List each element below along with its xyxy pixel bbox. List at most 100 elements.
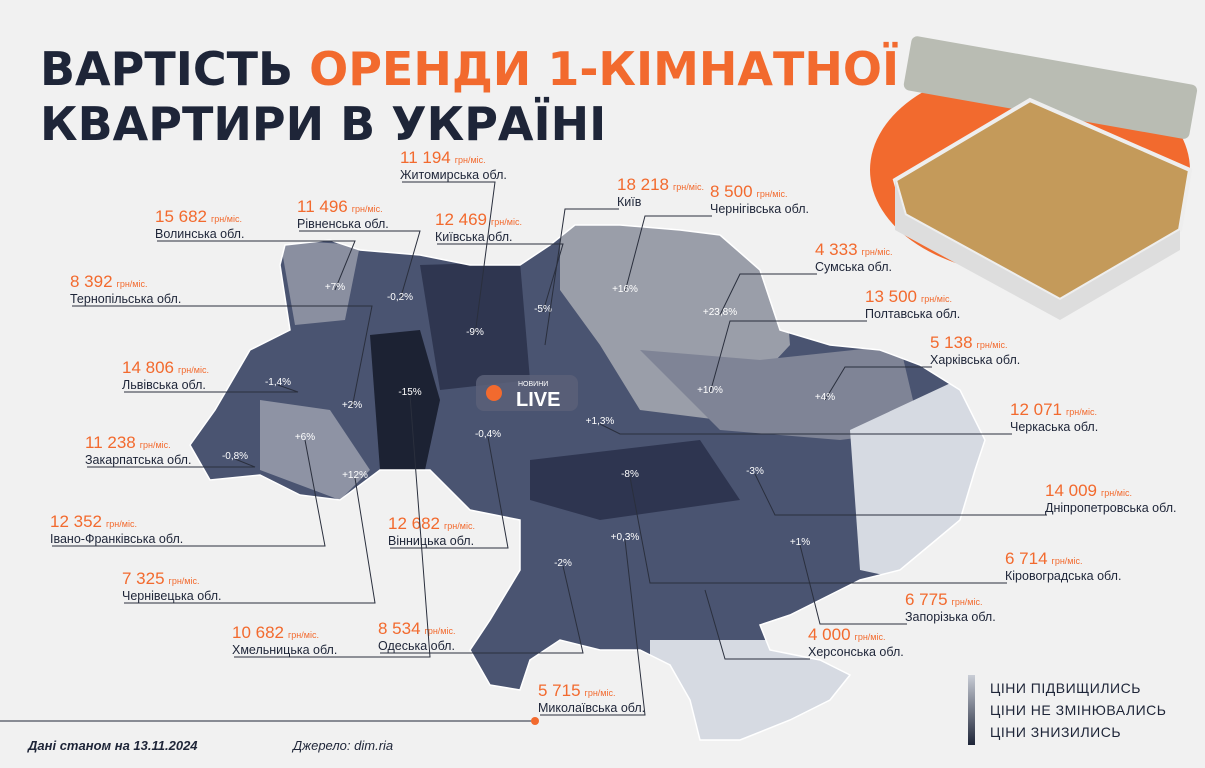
leader-line <box>124 477 376 604</box>
apartment-walls <box>895 180 1180 320</box>
region-name: Сумська обл. <box>815 260 892 274</box>
leader-line <box>629 476 1007 584</box>
region-name: Одеська обл. <box>378 639 455 653</box>
price-label: 12 071 грн/міс. <box>1010 400 1097 419</box>
leader-line <box>72 305 373 409</box>
price-label: 7 325 грн/міс. <box>122 569 200 588</box>
change-label: +7% <box>325 282 345 293</box>
price: 6 775 <box>905 590 948 609</box>
change-label: -0,8% <box>222 451 248 462</box>
unit: грн/міс. <box>977 340 1008 350</box>
price-label: 12 682 грн/міс. <box>388 514 475 533</box>
logo-dot <box>486 385 502 401</box>
region-occupied <box>650 360 985 740</box>
price: 11 194 <box>400 148 451 167</box>
region-up <box>280 240 360 325</box>
change-label: +0,3% <box>611 532 640 543</box>
region-labels: 15 682 грн/міс. Волинська обл. +7% 11 496 грн… <box>50 148 1177 716</box>
change-label: -15% <box>398 387 421 398</box>
region-name: Чернівецька обл. <box>122 589 222 603</box>
logo-box <box>476 375 578 411</box>
region-name: Запорізька обл. <box>905 610 996 624</box>
price: 12 682 <box>388 514 440 533</box>
price: 12 071 <box>1010 400 1062 419</box>
map-outline <box>189 224 986 741</box>
price-label: 5 138 грн/міс. <box>930 333 1008 352</box>
price-label: 12 352 грн/міс. <box>50 512 137 531</box>
region-name: Київська обл. <box>435 230 512 244</box>
legend-gradient <box>968 675 975 745</box>
leader-line <box>124 384 299 393</box>
unit: грн/міс. <box>140 440 171 450</box>
price-label: 4 000 грн/міс. <box>808 625 886 644</box>
unit: грн/міс. <box>352 204 383 214</box>
unit: грн/міс. <box>1066 407 1097 417</box>
leader-line <box>624 215 712 293</box>
leader-line <box>402 181 496 336</box>
region-name: Житомирська обл. <box>400 168 507 182</box>
unit: грн/міс. <box>921 294 952 304</box>
price: 8 392 <box>70 272 113 291</box>
region-up <box>260 400 370 500</box>
leader-line <box>390 436 509 549</box>
price-label: 12 469 грн/міс. <box>435 210 522 229</box>
change-label: -5% <box>534 304 552 315</box>
change-label: -3% <box>746 466 764 477</box>
change-label: +12% <box>342 470 368 481</box>
title-line1: ВАРТІСТЬ ОРЕНДИ 1-КІМНАТНОЇ <box>40 42 899 96</box>
price: 5 138 <box>930 333 973 352</box>
region-down <box>530 440 740 520</box>
change-label: +16% <box>612 284 638 295</box>
change-label: -0,2% <box>387 292 413 303</box>
leader-line <box>52 439 326 547</box>
price-label: 6 775 грн/міс. <box>905 590 983 609</box>
region-name: Хмельницька обл. <box>232 643 337 657</box>
price-label: 8 392 грн/міс. <box>70 272 148 291</box>
price-label: 13 500 грн/міс. <box>865 287 952 306</box>
unit: грн/міс. <box>117 279 148 289</box>
change-label: -8% <box>621 469 639 480</box>
unit: грн/міс. <box>106 519 137 529</box>
region-name: Чернігівська обл. <box>710 202 809 216</box>
unit: грн/міс. <box>673 182 704 192</box>
leader-line <box>544 208 619 346</box>
change-label: -0,4% <box>475 429 501 440</box>
price: 15 682 <box>155 207 207 226</box>
footer-dot <box>531 717 539 725</box>
region-name: Херсонська обл. <box>808 645 904 659</box>
region-name: Миколаївська обл. <box>538 701 645 715</box>
price: 12 469 <box>435 210 487 229</box>
price: 12 352 <box>50 512 102 531</box>
unit: грн/міс. <box>491 217 522 227</box>
leader-line <box>754 473 1047 516</box>
change-label: -9% <box>466 327 484 338</box>
price-label: 11 496 грн/міс. <box>297 197 383 216</box>
money-image <box>903 36 1198 139</box>
change-label: +2% <box>342 400 362 411</box>
region-name: Львівська обл. <box>122 378 206 392</box>
unit: грн/міс. <box>211 214 242 224</box>
price: 5 715 <box>538 681 581 700</box>
region-name: Київ <box>617 195 642 209</box>
leader-line <box>380 565 584 654</box>
price: 8 500 <box>710 182 753 201</box>
price-label: 14 806 грн/міс. <box>122 358 209 377</box>
change-label: -2% <box>554 558 572 569</box>
unit: грн/міс. <box>288 630 319 640</box>
footer-source: Джерело: dim.ria <box>291 738 393 753</box>
unit: грн/міс. <box>455 155 486 165</box>
price: 8 534 <box>378 619 421 638</box>
unit: грн/міс. <box>585 688 616 698</box>
leader-line <box>157 240 356 291</box>
price-label: 18 218 грн/міс. <box>617 175 704 194</box>
title-highlight: ОРЕНДИ 1-КІМНАТНОЇ <box>309 42 899 96</box>
price-label: 11 238 грн/міс. <box>85 433 171 452</box>
change-label: +23,8% <box>703 307 737 318</box>
region-name: Івано-Франківська обл. <box>50 532 183 546</box>
region-name: Полтавська обл. <box>865 307 960 321</box>
change-label: +4% <box>815 392 835 403</box>
legend-item: ЦІНИ ЗНИЗИЛИСЬ <box>990 724 1121 740</box>
price: 4 000 <box>808 625 851 644</box>
unit: грн/міс. <box>855 632 886 642</box>
